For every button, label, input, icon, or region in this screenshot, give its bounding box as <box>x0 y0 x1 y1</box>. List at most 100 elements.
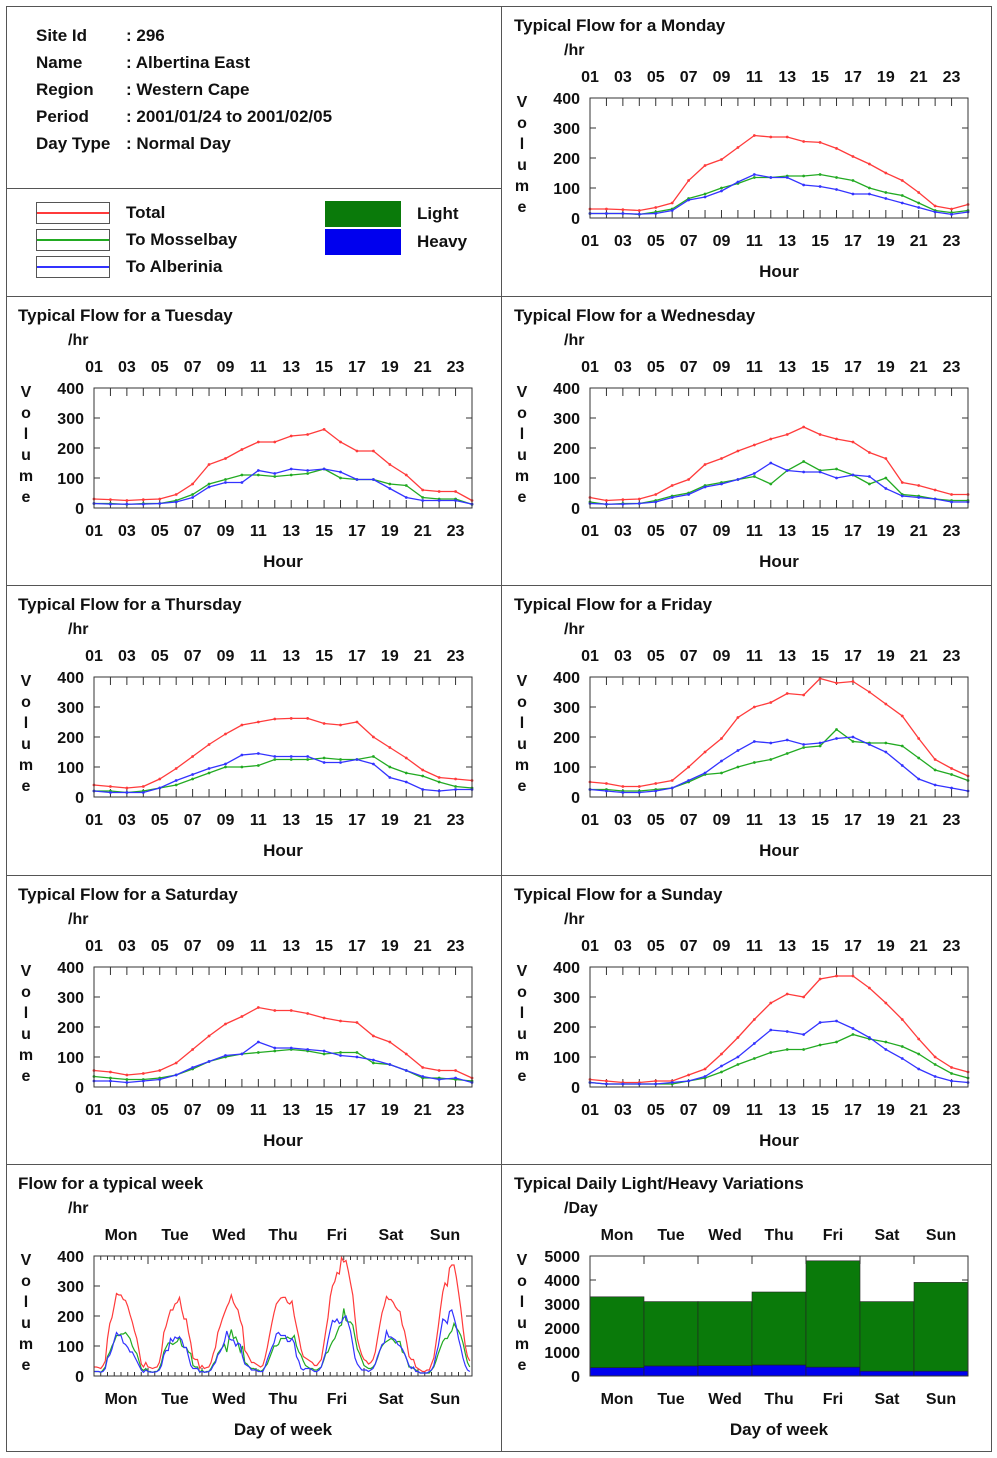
data-point <box>670 209 674 212</box>
y-axis-label-char: V <box>516 1252 528 1269</box>
info-key: Day Type <box>36 134 111 153</box>
data-point <box>306 1048 310 1051</box>
y-axis-label-char: V <box>20 384 32 401</box>
data-point <box>289 717 293 720</box>
y-tick-label: 5000 <box>544 1249 580 1266</box>
data-point <box>273 758 277 761</box>
chart-title: Typical Flow for a Thursday <box>18 595 242 614</box>
data-point <box>141 1079 145 1083</box>
y-axis-label-char: l <box>23 426 29 443</box>
data-point <box>404 771 408 775</box>
data-point <box>621 212 625 215</box>
data-point <box>720 482 723 486</box>
data-point <box>720 189 723 193</box>
x-tick-label-bottom: 01 <box>581 1102 599 1119</box>
data-point <box>109 1079 112 1083</box>
plot-frame <box>93 1255 473 1377</box>
x-tick-label-top: 09 <box>217 648 235 665</box>
x-tick-label-top: 21 <box>910 359 928 376</box>
data-point <box>802 470 806 474</box>
x-tick-label-top: 19 <box>381 648 399 665</box>
y-axis-label-char: e <box>517 199 527 216</box>
x-axis-label: Day of week <box>729 1420 829 1439</box>
x-tick-label-top: Sat <box>379 1227 405 1244</box>
x-tick-label-top: Wed <box>708 1227 741 1244</box>
row-divider-4 <box>6 1164 992 1165</box>
x-tick-label-top: 07 <box>680 359 698 376</box>
y-axis-label-char: o <box>21 405 31 422</box>
data-point <box>752 472 756 475</box>
week-line-to-mosselbay <box>94 1308 471 1374</box>
x-tick-label-top: Mon <box>105 1227 138 1244</box>
data-point <box>141 498 145 501</box>
y-axis-label-char: e <box>517 489 527 506</box>
x-tick-label-bottom: 23 <box>943 1102 961 1119</box>
data-point <box>174 500 178 504</box>
data-point <box>322 756 326 760</box>
x-tick-label-bottom: 19 <box>381 523 399 540</box>
data-point <box>421 488 425 492</box>
chart-svg: 0100200300400010103030505070709091111131… <box>57 359 474 540</box>
data-point <box>703 771 707 775</box>
data-point <box>437 789 441 793</box>
x-tick-label-top: 21 <box>414 938 432 955</box>
data-point <box>769 176 773 179</box>
data-point <box>835 176 838 179</box>
data-point <box>720 186 723 190</box>
data-point <box>421 774 425 778</box>
x-tick-label-top: 13 <box>778 648 796 665</box>
data-point <box>687 198 691 202</box>
data-point <box>752 173 756 176</box>
x-tick-label-bottom: 19 <box>877 1102 895 1119</box>
data-point <box>933 204 937 208</box>
x-tick-label-top: 23 <box>943 648 961 665</box>
data-point <box>752 761 756 764</box>
data-point <box>752 1057 756 1060</box>
data-point <box>388 746 392 749</box>
x-tick-label-top: 05 <box>647 648 665 665</box>
series-line-total <box>93 717 473 789</box>
data-point <box>654 1082 658 1086</box>
y-tick-label: 400 <box>553 91 580 108</box>
x-tick-label-top: 09 <box>713 938 731 955</box>
x-tick-label-bottom: 05 <box>647 1102 665 1119</box>
data-point <box>769 461 773 465</box>
x-tick-label-bottom: 09 <box>713 812 731 829</box>
data-point <box>867 482 871 486</box>
data-point <box>900 714 904 718</box>
y-tick-label: 200 <box>57 730 84 747</box>
data-point <box>437 499 441 502</box>
legend-mosselbay: To Mosselbay <box>36 229 237 251</box>
plot-frame <box>589 966 969 1088</box>
info-row-name: Name: Albertina East <box>36 49 332 76</box>
data-point <box>339 476 342 480</box>
data-point <box>339 758 342 761</box>
y-tick-label: 200 <box>57 1020 84 1037</box>
data-point <box>224 1054 227 1057</box>
data-point <box>818 1021 822 1024</box>
data-point <box>917 756 921 760</box>
x-tick-label-bottom: 21 <box>910 812 928 829</box>
x-tick-label-bottom: 11 <box>250 523 267 540</box>
data-point <box>388 765 392 769</box>
x-tick-label-top: Fri <box>823 1227 843 1244</box>
x-tick-label-top: Thu <box>764 1227 793 1244</box>
y-axis-label-char: l <box>519 1294 525 1311</box>
x-tick-label-top: 09 <box>217 938 235 955</box>
data-point <box>158 1069 162 1072</box>
data-point <box>174 1061 178 1065</box>
data-point <box>207 743 211 746</box>
series-line-to-mosselbay <box>590 728 969 792</box>
x-tick-label-bottom: 07 <box>680 233 698 250</box>
data-point <box>355 449 359 453</box>
y-axis-label-char: m <box>18 1047 34 1064</box>
x-tick-label-top: 23 <box>943 938 961 955</box>
data-point <box>454 785 457 788</box>
y-axis-label-char: m <box>18 468 34 485</box>
data-point <box>207 767 211 770</box>
data-point <box>736 1036 740 1039</box>
data-point <box>355 720 359 724</box>
data-point <box>637 497 641 501</box>
data-point <box>240 723 244 727</box>
